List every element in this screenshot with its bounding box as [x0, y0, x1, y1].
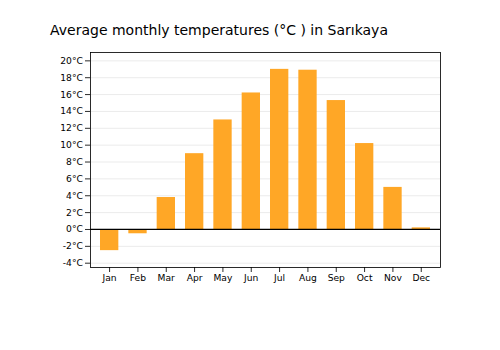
svg-text:16°C: 16°C [60, 89, 83, 100]
svg-text:Jun: Jun [243, 272, 259, 283]
svg-text:May: May [213, 272, 233, 283]
svg-text:Apr: Apr [187, 272, 203, 283]
svg-text:6°C: 6°C [66, 173, 83, 184]
svg-text:0°C: 0°C [66, 223, 83, 234]
svg-text:10°C: 10°C [60, 139, 83, 150]
svg-text:Jul: Jul [273, 272, 285, 283]
svg-text:2°C: 2°C [66, 207, 83, 218]
svg-text:Mar: Mar [158, 272, 176, 283]
svg-text:14°C: 14°C [60, 105, 83, 116]
svg-text:8°C: 8°C [66, 156, 83, 167]
svg-text:20°C: 20°C [60, 55, 83, 66]
svg-text:4°C: 4°C [66, 190, 83, 201]
svg-text:18°C: 18°C [60, 72, 83, 83]
svg-text:Aug: Aug [299, 272, 317, 283]
svg-text:Feb: Feb [130, 272, 146, 283]
svg-text:-2°C: -2°C [63, 240, 83, 251]
svg-text:12°C: 12°C [60, 122, 83, 133]
svg-text:Nov: Nov [384, 272, 402, 283]
html-text:Average monthly temperatures (: Average monthly temperatures (°C ) in Sa… [50, 22, 388, 38]
svg-text:Oct: Oct [357, 272, 373, 283]
svg-text:-4°C: -4°C [63, 257, 83, 268]
svg-text:Sep: Sep [328, 272, 345, 283]
svg-text:Jan: Jan [102, 272, 117, 283]
svg-text:Dec: Dec [412, 272, 430, 283]
